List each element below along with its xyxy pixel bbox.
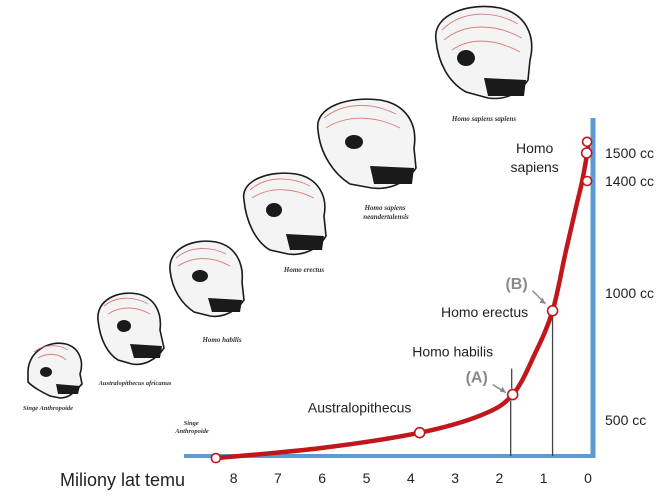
axis-marker-label: (B) [505, 276, 527, 293]
point-label: Homo sapiens [511, 140, 559, 175]
x-tick-label: 7 [274, 470, 282, 486]
axis-markers: (A) (B) [466, 276, 547, 394]
y-tick-label: 1500 cc [605, 145, 654, 161]
data-point-labels: Australopithecus Homo habilis Homo erectus… [308, 140, 559, 416]
data-point-axis [581, 175, 593, 187]
x-tick-label: 1 [540, 470, 548, 486]
start-label: Singe Anthropoide [174, 420, 209, 435]
skull-homo-habilis-illustration: Homo habilis [169, 240, 245, 344]
x-tick-label: 3 [451, 470, 459, 486]
y-tick-labels: 500 cc 1000 cc 1400 cc 1500 cc [605, 145, 654, 428]
x-axis-title: Miliony lat temu [60, 470, 185, 490]
x-tick-label: 8 [230, 470, 238, 486]
point-label: Australopithecus [308, 400, 412, 416]
skull-caption-homo-habilis: Homo habilis [201, 336, 241, 344]
y-tick-label: 500 cc [605, 412, 646, 428]
axis-marker-label: (A) [466, 370, 488, 387]
skull-ape-illustration: Singe Anthropoide [23, 342, 83, 412]
skull-caption-ape: Singe Anthropoide [23, 405, 73, 412]
point-label: Homo erectus [441, 304, 528, 320]
skull-homo-sapiens-illustration: Homo sapiens sapiens [435, 5, 533, 123]
point-label: Homo habilis [412, 344, 493, 360]
data-point [413, 426, 426, 439]
x-tick-label: 2 [496, 470, 504, 486]
skull-caption-homo-sapiens: Homo sapiens sapiens [451, 115, 516, 123]
axis-marker-arrowhead [499, 386, 506, 393]
skull-homo-erectus-illustration: Homo erectus [243, 172, 327, 274]
x-tick-label: 0 [584, 470, 592, 486]
skull-caption-australopithecus: Australopithecus africanus [98, 380, 172, 387]
skull-neandertal-illustration: Homo sapiens neandertalensis [317, 98, 417, 221]
data-point [546, 304, 559, 317]
data-point-axis [581, 136, 593, 148]
skull-caption-homo-erectus: Homo erectus [283, 266, 325, 274]
data-points [210, 136, 593, 464]
chart-area: 8 7 6 5 4 3 2 1 0 500 cc 1000 cc 1400 cc 1500 cc Au… [60, 118, 654, 490]
skull-australopithecus-illustration: Australopithecus africanus [97, 292, 172, 387]
data-point [580, 147, 593, 159]
x-tick-labels: 8 7 6 5 4 3 2 1 0 [230, 470, 592, 486]
x-tick-label: 6 [318, 470, 326, 486]
y-tick-label: 1400 cc [605, 173, 654, 189]
data-point [506, 388, 519, 401]
axis-marker-arrowhead [539, 297, 546, 304]
skull-caption-neandertal: Homo sapiens neandertalensis [363, 204, 409, 221]
x-tick-label: 5 [363, 470, 371, 486]
data-point-start [210, 452, 222, 464]
y-tick-label: 1000 cc [605, 285, 654, 301]
x-tick-label: 4 [407, 470, 415, 486]
